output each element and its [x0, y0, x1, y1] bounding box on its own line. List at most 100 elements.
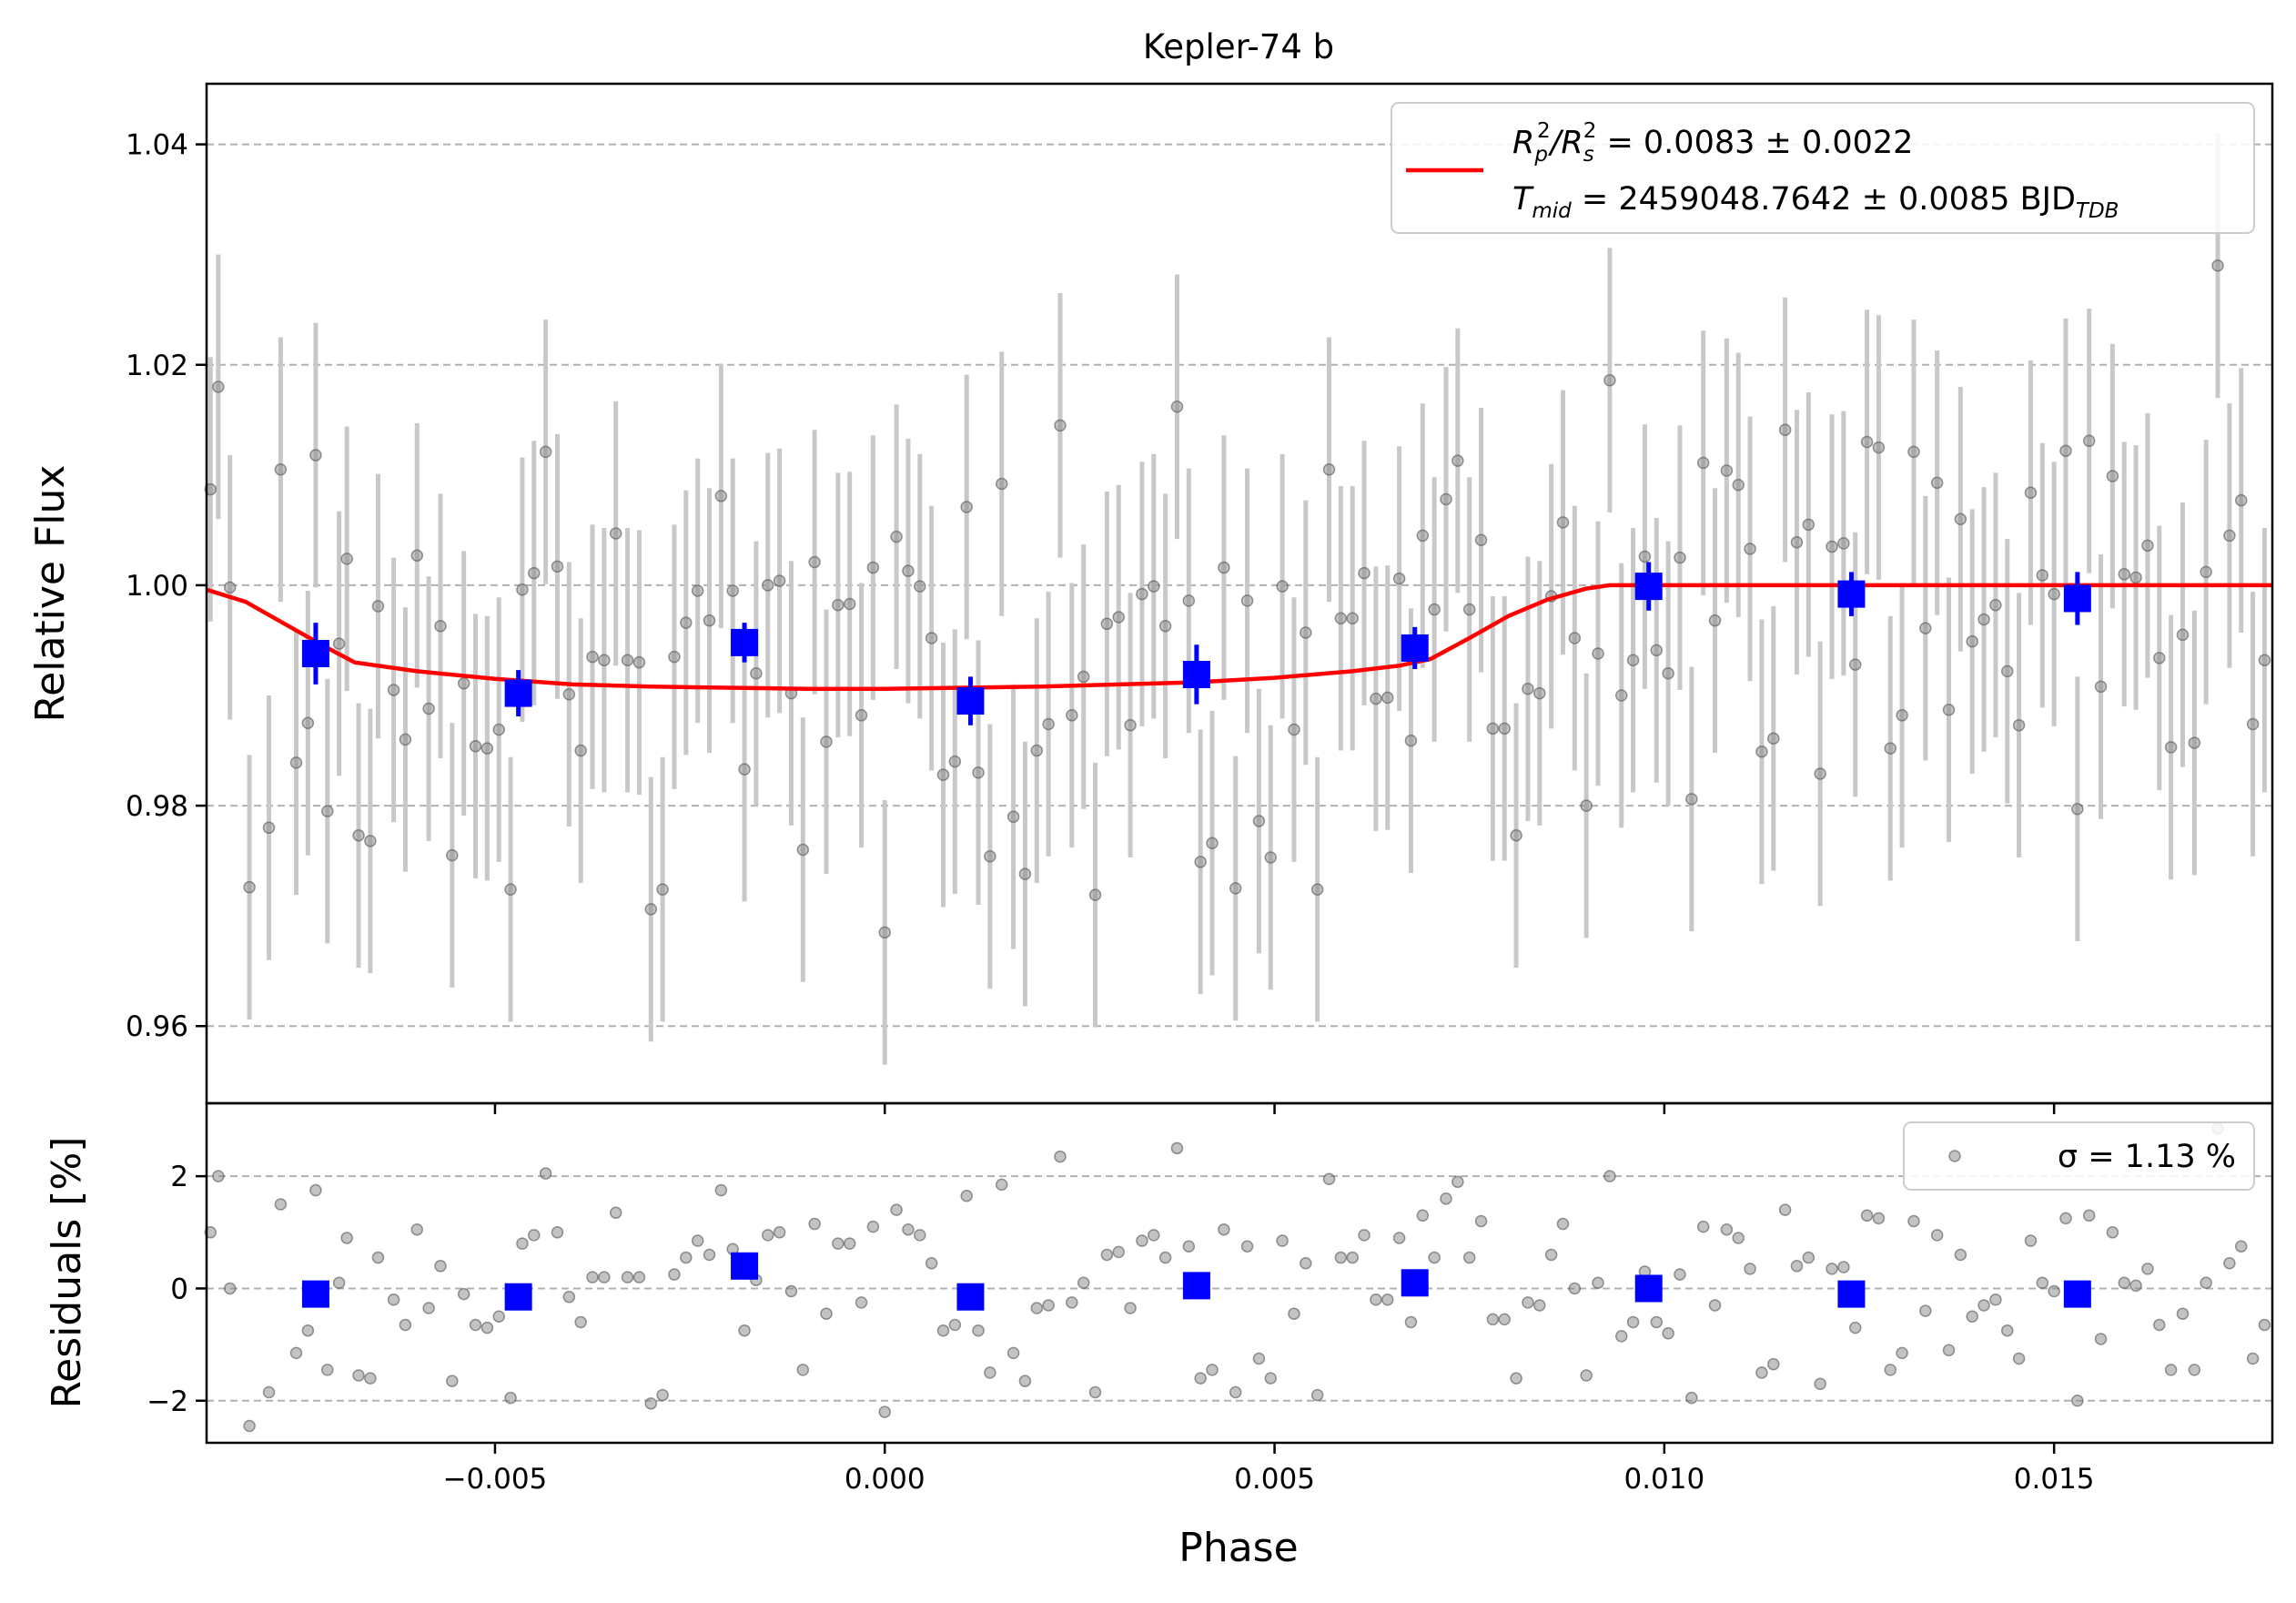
- raw-data-point: [1522, 682, 1534, 695]
- raw-data-point: [1322, 463, 1336, 476]
- raw-data-point: [1416, 529, 1430, 543]
- raw-data-point: [1837, 537, 1850, 550]
- residual-point: [773, 1226, 786, 1239]
- residual-point: [1018, 1375, 1032, 1387]
- raw-data-point: [1872, 441, 1886, 454]
- raw-data-point: [562, 688, 576, 701]
- residual-point: [1614, 1330, 1628, 1343]
- residual-point: [492, 1310, 505, 1324]
- residual-point: [1989, 1294, 2002, 1306]
- raw-data-point: [1720, 464, 1734, 477]
- residual-point: [352, 1369, 365, 1382]
- raw-data-point: [1170, 401, 1184, 413]
- raw-data-point: [574, 744, 587, 757]
- binned-data-point: [1837, 580, 1866, 608]
- raw-data-point: [1778, 423, 1792, 436]
- bottom-y-axis-label: Residuals [%]: [44, 1137, 90, 1409]
- raw-data-point: [1744, 543, 1756, 555]
- raw-data-point: [1404, 734, 1418, 747]
- residual-point: [1054, 1150, 1067, 1163]
- residual-point: [1977, 1299, 1990, 1312]
- residual-point: [890, 1203, 903, 1216]
- x-tick-label: 0.010: [1623, 1463, 1704, 1496]
- raw-data-point: [773, 574, 786, 587]
- residual-point: [1744, 1263, 1756, 1275]
- residual-point: [2071, 1395, 2084, 1407]
- residual-point: [301, 1324, 315, 1337]
- raw-data-point: [738, 763, 751, 776]
- raw-data-point: [399, 733, 412, 746]
- legend-residual-marker: [1948, 1150, 1961, 1162]
- residual-point: [289, 1346, 303, 1360]
- residual-point: [1498, 1313, 1511, 1326]
- raw-data-point: [1767, 732, 1780, 745]
- binned-data-point: [301, 639, 329, 667]
- residual-point: [243, 1419, 256, 1433]
- raw-data-point: [1580, 799, 1593, 812]
- residual-point: [1884, 1364, 1897, 1376]
- raw-data-point: [1229, 882, 1242, 895]
- residual-point: [914, 1229, 926, 1242]
- residual-point: [223, 1282, 237, 1295]
- raw-data-point: [1124, 718, 1137, 732]
- raw-data-point: [223, 581, 237, 594]
- residual-point: [1310, 1388, 1324, 1402]
- residual-point: [212, 1170, 225, 1182]
- residual-point: [2082, 1209, 2096, 1223]
- residual-point: [995, 1178, 1008, 1192]
- raw-data-point: [820, 736, 833, 748]
- residual-point: [1182, 1240, 1196, 1253]
- residual-point: [516, 1237, 529, 1250]
- bottom-panel-y-ticks: −2 0 2: [147, 1161, 207, 1418]
- residual-point: [1767, 1357, 1780, 1371]
- raw-data-point: [410, 549, 424, 562]
- raw-data-point: [422, 702, 435, 715]
- raw-data-point: [480, 742, 494, 755]
- residual-point: [2048, 1284, 2060, 1298]
- residual-point: [784, 1284, 798, 1298]
- residual-point: [1124, 1302, 1137, 1314]
- residual-point: [2059, 1212, 2072, 1225]
- residual-point: [1252, 1352, 1266, 1365]
- residual-point: [960, 1189, 973, 1202]
- raw-data-point: [914, 580, 926, 593]
- raw-data-point: [1112, 611, 1125, 624]
- raw-data-point: [1755, 746, 1768, 758]
- binned-residual-point: [1401, 1269, 1429, 1297]
- raw-data-point: [1310, 883, 1324, 896]
- raw-data-point: [1603, 373, 1616, 387]
- top-y-tick-label: 0.98: [126, 790, 188, 823]
- residual-point: [808, 1217, 821, 1231]
- residual-point: [410, 1223, 424, 1236]
- residual-point: [1556, 1217, 1570, 1231]
- raw-data-point: [1685, 793, 1698, 806]
- raw-data-point: [2141, 539, 2154, 553]
- raw-data-point: [1194, 856, 1207, 868]
- raw-data-point: [301, 716, 315, 730]
- residual-point: [1451, 1175, 1464, 1189]
- transit-model-line: [206, 583, 2272, 691]
- binned-data-point: [1182, 660, 1210, 688]
- binned-residual-point: [956, 1283, 985, 1311]
- raw-data-point: [2082, 434, 2096, 448]
- binned-residual-point: [1634, 1274, 1663, 1303]
- raw-data-point: [2094, 680, 2108, 694]
- raw-data-point: [1486, 722, 1500, 736]
- residual-point: [1685, 1391, 1698, 1405]
- raw-data-point: [1802, 518, 1816, 532]
- raw-data-point: [1100, 617, 1114, 631]
- raw-data-point: [1919, 622, 1932, 634]
- residual-point: [2106, 1226, 2119, 1239]
- raw-data-point: [1358, 566, 1371, 580]
- residual-point: [1300, 1256, 1312, 1270]
- residual-point: [1206, 1364, 1219, 1376]
- residual-point: [457, 1287, 470, 1301]
- raw-data-point: [1790, 535, 1804, 549]
- raw-data-point: [644, 903, 658, 916]
- residual-point: [1510, 1372, 1522, 1385]
- raw-data-point: [1288, 723, 1300, 736]
- raw-data-point: [1264, 851, 1278, 864]
- raw-data-point: [1300, 626, 1312, 639]
- residual-point: [1533, 1299, 1546, 1312]
- raw-data-points: [204, 259, 2271, 939]
